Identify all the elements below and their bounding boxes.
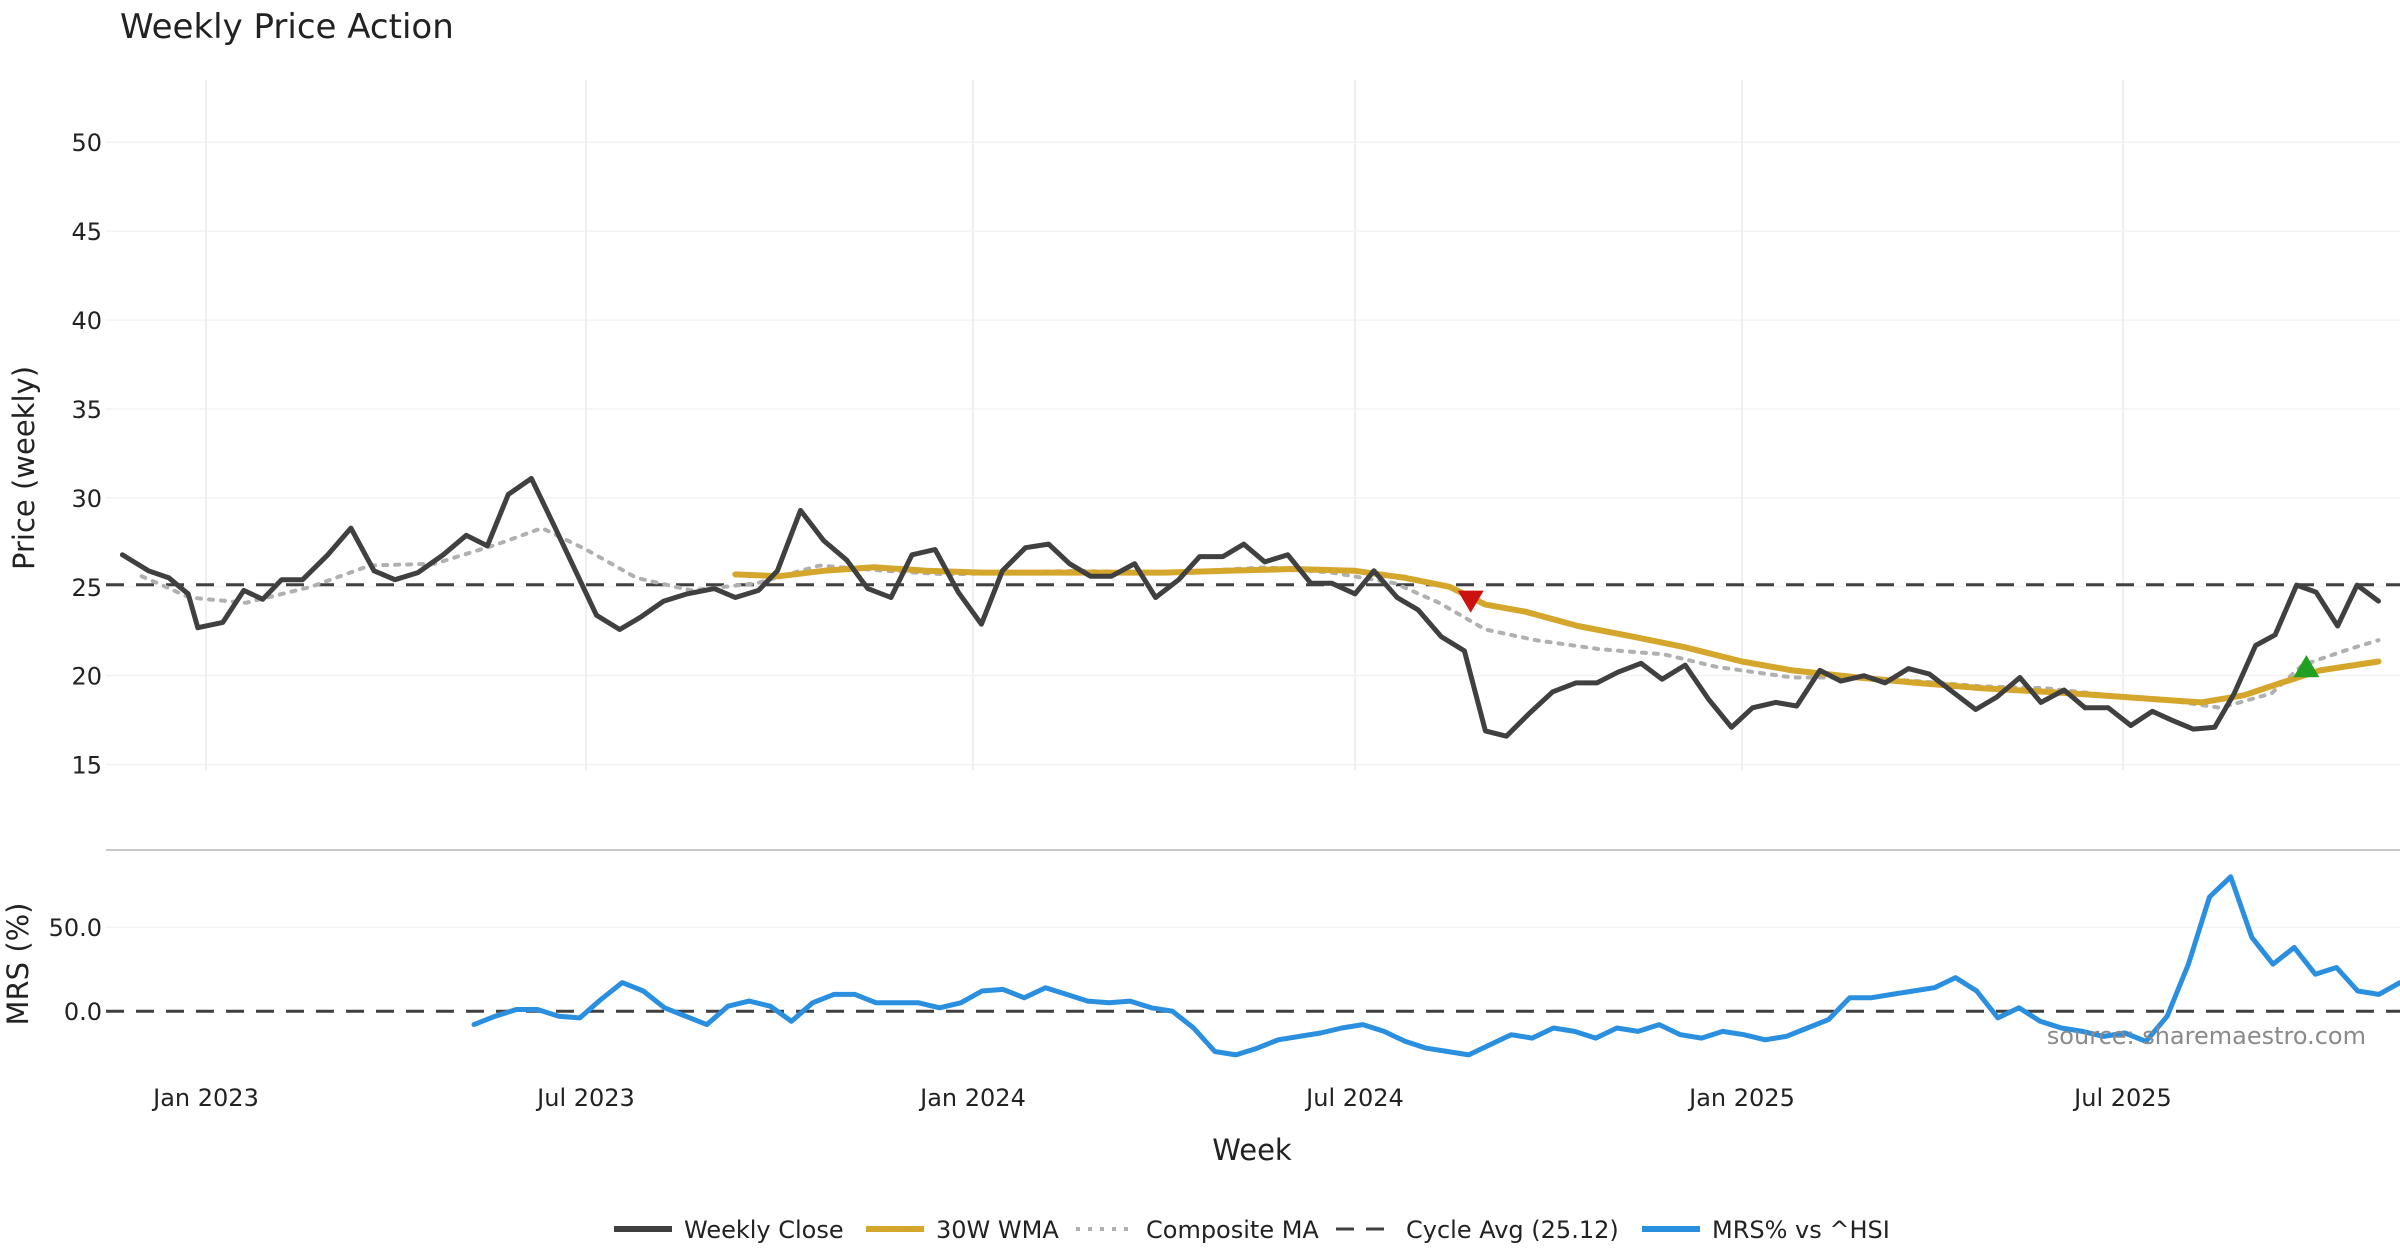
x-tick-label: Jan 2023: [151, 1084, 259, 1112]
mrs-series: [471, 874, 2400, 1058]
series-30w-wma: [732, 564, 2382, 706]
signal-markers: [1457, 590, 2320, 678]
sell-signal-marker: [1457, 590, 1484, 613]
price-y-tick-label: 40: [71, 307, 102, 335]
chart-title: Weekly Price Action: [120, 7, 454, 47]
x-tick-label: Jan 2025: [1687, 1084, 1795, 1112]
mrs-y-ticks: 0.0 50.0: [49, 914, 102, 1026]
legend-label: Weekly Close: [684, 1216, 844, 1244]
price-y-ticks: 15 20 25 30 35 40 45 50: [71, 129, 102, 779]
price-y-tick-label: 30: [71, 485, 102, 513]
source-note: source: sharemaestro.com: [2047, 1022, 2366, 1050]
price-y-tick-label: 35: [71, 396, 102, 424]
x-tick-label: Jul 2025: [2072, 1084, 2172, 1112]
x-tick-label: Jan 2024: [918, 1084, 1026, 1112]
series-weekly-close: [119, 475, 2381, 739]
price-y-tick-label: 50: [71, 129, 102, 157]
legend-label: 30W WMA: [936, 1216, 1059, 1244]
legend-label: Composite MA: [1146, 1216, 1319, 1244]
x-tick-label: Jul 2023: [535, 1084, 635, 1112]
price-y-tick-label: 45: [71, 218, 102, 246]
price-series: [119, 475, 2382, 739]
mrs-y-tick-label: 0.0: [64, 998, 102, 1026]
price-y-tick-label: 15: [71, 752, 102, 780]
legend-label: MRS% vs ^HSI: [1712, 1216, 1890, 1244]
price-panel: 15 20 25 30 35 40 45 50 Price (weekly): [7, 80, 2400, 780]
mrs-y-axis-label: MRS (%): [1, 903, 35, 1026]
price-y-tick-label: 20: [71, 663, 102, 691]
legend: Weekly Close 30W WMA Composite MA Cycle Avg…: [614, 1216, 1890, 1244]
mrs-y-tick-label: 50.0: [49, 914, 102, 942]
legend-label: Cycle Avg (25.12): [1406, 1216, 1619, 1244]
price-y-axis-label: Price (weekly): [7, 366, 41, 570]
series-mrs-vs-hsi: [471, 874, 2400, 1058]
buy-signal-marker: [2293, 655, 2320, 678]
x-axis-label: Week: [1212, 1133, 1292, 1167]
price-grid: [106, 80, 2400, 770]
x-axis-ticks: Jan 2023 Jul 2023 Jan 2024 Jul 2024 Jan 2025…: [151, 1084, 2172, 1112]
x-tick-label: Jul 2024: [1304, 1084, 1404, 1112]
mrs-panel: 0.0 50.0 MRS (%): [1, 874, 2400, 1058]
price-y-tick-label: 25: [71, 574, 102, 602]
